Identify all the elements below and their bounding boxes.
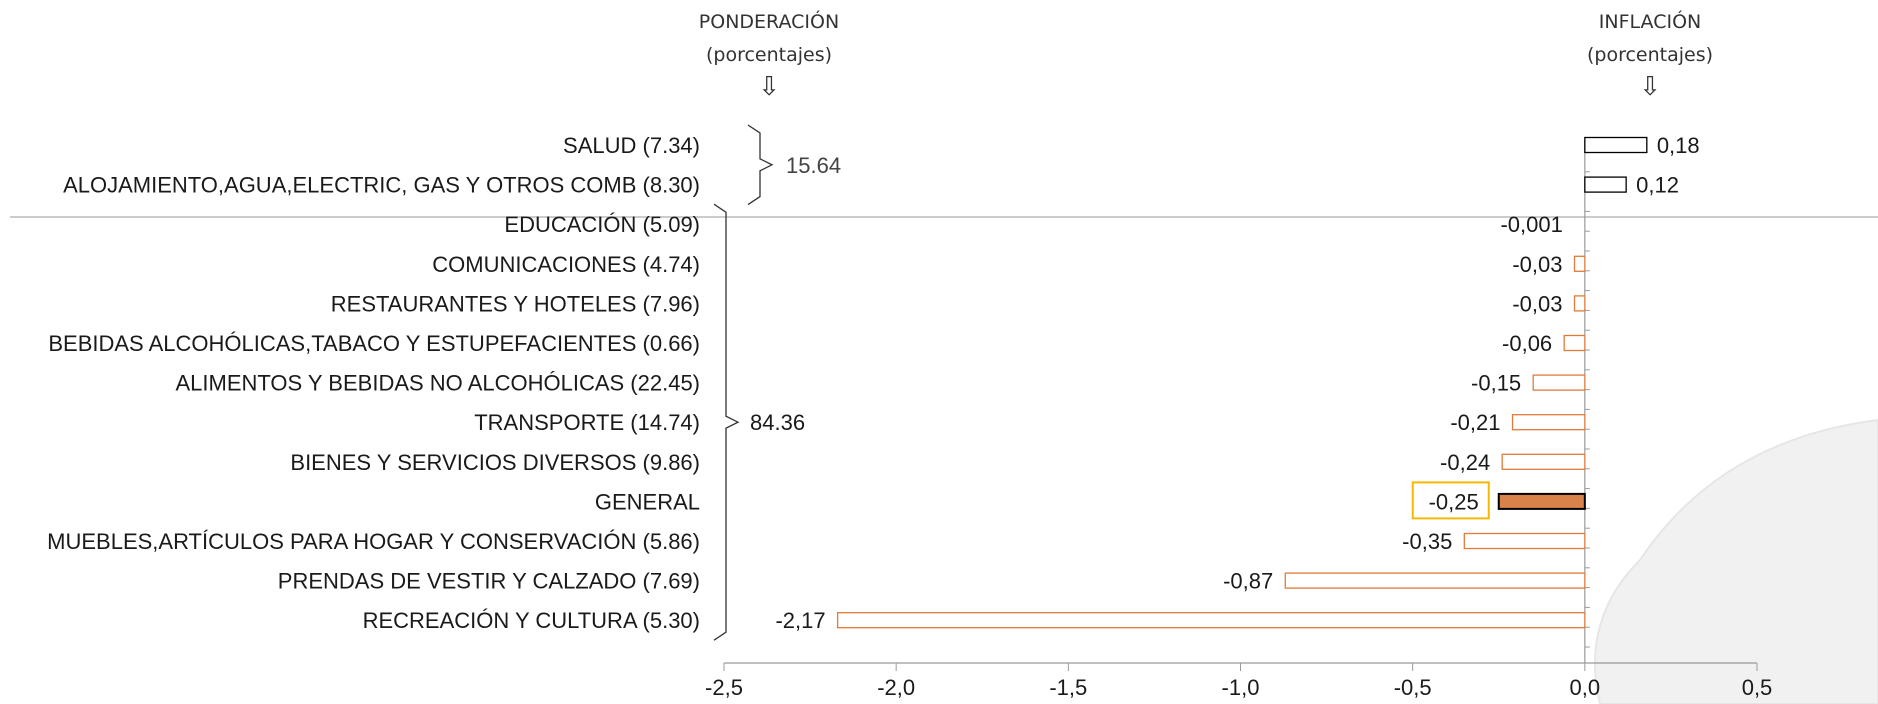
category-label: TRANSPORTE (14.74): [474, 410, 700, 435]
upper-brace: [748, 125, 772, 205]
category-label: PRENDAS DE VESTIR Y CALZADO (7.69): [278, 569, 700, 594]
value-label: -0,03: [1512, 291, 1562, 316]
bar: [1513, 415, 1585, 430]
category-label: SALUD (7.34): [563, 133, 700, 158]
bar: [1502, 454, 1585, 469]
value-label: -0,25: [1429, 489, 1479, 514]
value-label: -0,21: [1450, 410, 1500, 435]
x-tick-label: 0,0: [1570, 675, 1601, 700]
bar: [1464, 534, 1585, 549]
bar: [1585, 138, 1647, 153]
category-label: RECREACIÓN Y CULTURA (5.30): [363, 608, 700, 633]
value-label: -0,87: [1223, 569, 1273, 594]
x-tick-label: -2,0: [877, 675, 915, 700]
value-label: -0,35: [1402, 529, 1452, 554]
x-tick-label: 0,5: [1742, 675, 1773, 700]
bar: [1285, 573, 1585, 588]
category-label: MUEBLES,ARTÍCULOS PARA HOGAR Y CONSERVAC…: [47, 529, 700, 554]
category-label: EDUCACIÓN (5.09): [504, 212, 700, 237]
value-label: -0,03: [1512, 252, 1562, 277]
x-tick-label: -2,5: [705, 675, 743, 700]
category-label: BEBIDAS ALCOHÓLICAS,TABACO Y ESTUPEFACIE…: [48, 331, 700, 356]
bar-general: [1499, 494, 1585, 509]
value-label: -0,06: [1502, 331, 1552, 356]
category-label: GENERAL: [595, 489, 700, 514]
x-tick-label: -1,5: [1049, 675, 1087, 700]
category-label: ALIMENTOS Y BEBIDAS NO ALCOHÓLICAS (22.4…: [175, 371, 700, 396]
value-label: -0,24: [1440, 450, 1490, 475]
x-tick-label: -1,0: [1222, 675, 1260, 700]
watermark-shape: [1595, 420, 1878, 704]
category-label: COMUNICACIONES (4.74): [432, 252, 700, 277]
bar: [1575, 296, 1585, 311]
bar: [838, 613, 1585, 628]
category-label: ALOJAMIENTO,AGUA,ELECTRIC, GAS Y OTROS C…: [63, 173, 700, 198]
value-label: 0,18: [1657, 133, 1700, 158]
upper-total-label: 15.64: [786, 153, 841, 178]
value-label: -0,001: [1500, 212, 1562, 237]
value-label: 0,12: [1636, 173, 1679, 198]
lower-total-label: 84.36: [750, 410, 805, 435]
value-label: -0,15: [1471, 371, 1521, 396]
bar: [1585, 177, 1626, 192]
bar: [1575, 256, 1585, 271]
bar: [1533, 375, 1585, 390]
value-label: -2,17: [775, 608, 825, 633]
bar: [1564, 336, 1585, 351]
category-label: BIENES Y SERVICIOS DIVERSOS (9.86): [290, 450, 700, 475]
category-label: RESTAURANTES Y HOTELES (7.96): [331, 291, 700, 316]
x-tick-label: -0,5: [1394, 675, 1432, 700]
lower-brace: [714, 204, 738, 640]
